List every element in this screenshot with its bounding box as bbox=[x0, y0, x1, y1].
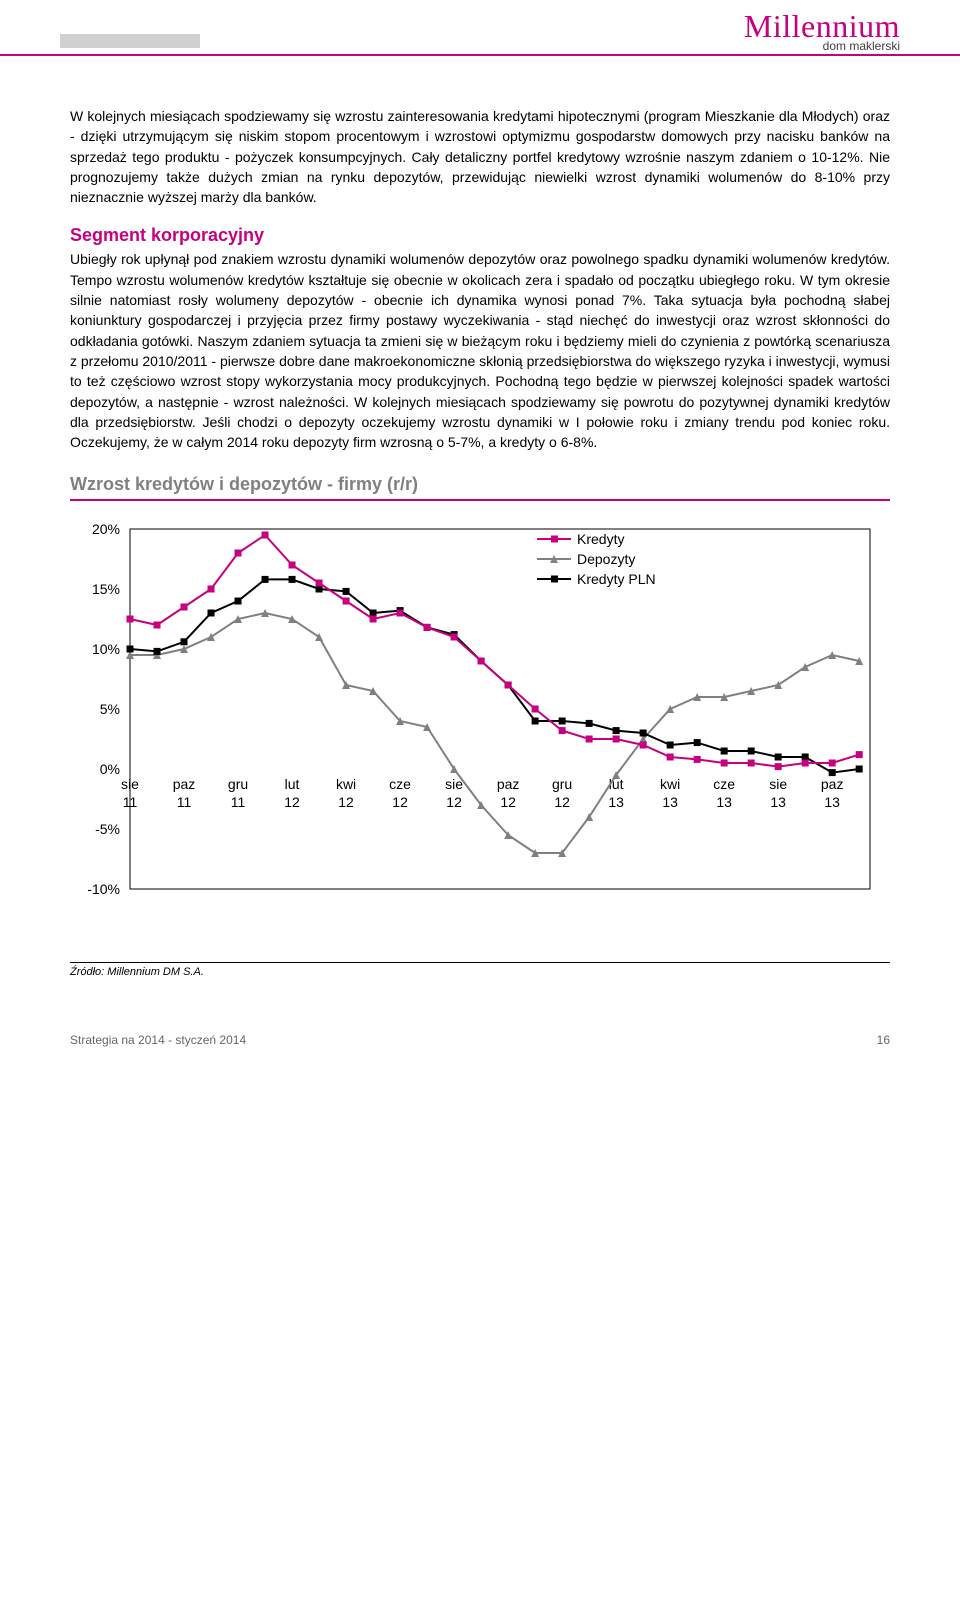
logo: Millennium dom maklerski bbox=[744, 10, 900, 54]
svg-text:cze: cze bbox=[389, 776, 411, 792]
chart-container: 20%15%10%5%0%-5%-10%sie11paz11gru11lut12… bbox=[70, 509, 890, 954]
content-body: W kolejnych miesiącach spodziewamy się w… bbox=[0, 56, 960, 1008]
logo-main-text: Millennium bbox=[744, 10, 900, 42]
footer-page-number: 16 bbox=[877, 1033, 890, 1047]
svg-text:gru: gru bbox=[228, 776, 248, 792]
svg-text:Kredyty PLN: Kredyty PLN bbox=[577, 571, 656, 587]
svg-text:Kredyty: Kredyty bbox=[577, 531, 624, 547]
svg-text:gru: gru bbox=[552, 776, 572, 792]
paragraph-1: W kolejnych miesiącach spodziewamy się w… bbox=[70, 106, 890, 207]
footer-left: Strategia na 2014 - styczeń 2014 bbox=[70, 1033, 246, 1047]
chart-title: Wzrost kredytów i depozytów - firmy (r/r… bbox=[70, 474, 890, 501]
svg-text:kwi: kwi bbox=[660, 776, 680, 792]
paragraph-2: Ubiegły rok upłynął pod znakiem wzrostu … bbox=[70, 249, 890, 452]
page-header: Millennium dom maklerski bbox=[0, 0, 960, 56]
svg-text:12: 12 bbox=[338, 794, 354, 810]
page-footer: Strategia na 2014 - styczeń 2014 16 bbox=[0, 1008, 960, 1072]
svg-text:15%: 15% bbox=[92, 581, 120, 597]
svg-text:13: 13 bbox=[770, 794, 786, 810]
svg-text:paz: paz bbox=[497, 776, 520, 792]
svg-text:12: 12 bbox=[554, 794, 570, 810]
svg-text:-10%: -10% bbox=[87, 881, 120, 897]
svg-text:12: 12 bbox=[392, 794, 408, 810]
svg-text:-5%: -5% bbox=[95, 821, 120, 837]
svg-text:20%: 20% bbox=[92, 521, 120, 537]
svg-text:0%: 0% bbox=[100, 761, 120, 777]
svg-text:paz: paz bbox=[173, 776, 196, 792]
svg-text:13: 13 bbox=[608, 794, 624, 810]
svg-text:10%: 10% bbox=[92, 641, 120, 657]
svg-text:cze: cze bbox=[713, 776, 735, 792]
line-chart: 20%15%10%5%0%-5%-10%sie11paz11gru11lut12… bbox=[70, 509, 890, 949]
svg-text:11: 11 bbox=[231, 794, 246, 810]
svg-text:paz: paz bbox=[821, 776, 844, 792]
svg-text:12: 12 bbox=[500, 794, 516, 810]
svg-text:13: 13 bbox=[662, 794, 678, 810]
svg-text:13: 13 bbox=[824, 794, 840, 810]
svg-text:11: 11 bbox=[177, 794, 192, 810]
svg-text:sie: sie bbox=[769, 776, 787, 792]
svg-text:12: 12 bbox=[284, 794, 300, 810]
svg-text:5%: 5% bbox=[100, 701, 120, 717]
chart-source: Źródło: Millennium DM S.A. bbox=[70, 962, 890, 978]
svg-text:13: 13 bbox=[716, 794, 732, 810]
svg-text:Depozyty: Depozyty bbox=[577, 551, 635, 567]
section-title: Segment korporacyjny bbox=[70, 225, 890, 246]
svg-text:kwi: kwi bbox=[336, 776, 356, 792]
header-gray-bar bbox=[60, 34, 200, 48]
svg-text:12: 12 bbox=[446, 794, 462, 810]
svg-text:lut: lut bbox=[285, 776, 300, 792]
